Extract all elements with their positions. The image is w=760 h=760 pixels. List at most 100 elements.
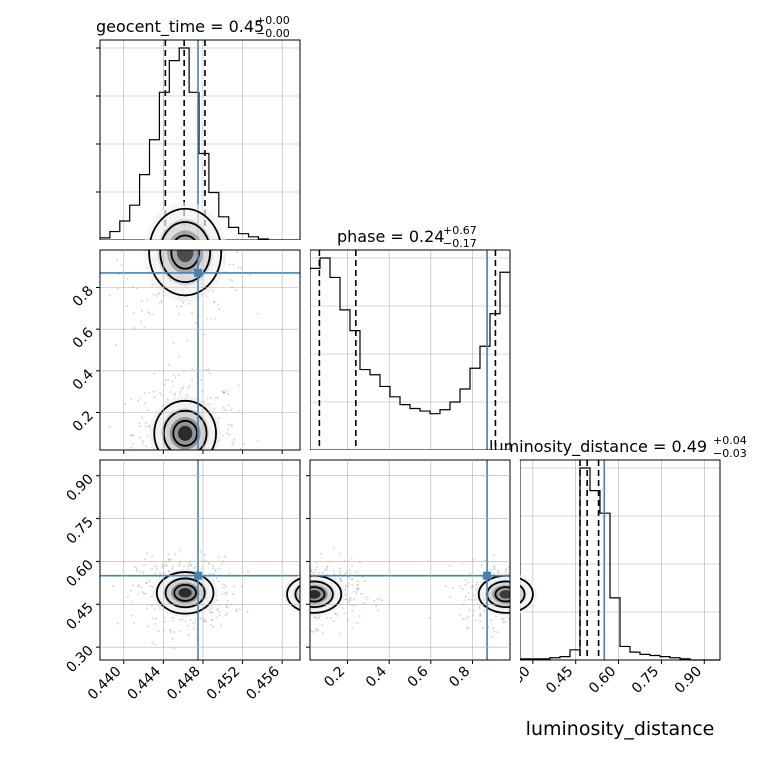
sample-point [209,623,212,626]
sample-point [355,570,358,573]
sample-point [148,312,151,315]
sample-point [132,286,135,289]
svg-text:−0.03: −0.03 [713,447,747,460]
sample-point [352,598,355,601]
sample-point [203,619,206,622]
sample-point [310,630,313,633]
panel-gap-mask [100,660,520,760]
sample-point [344,584,347,587]
sample-point [458,584,461,587]
sample-point [115,344,118,347]
sample-point [141,440,144,443]
sample-point [356,584,359,587]
sample-point [192,622,195,625]
sample-point [130,589,133,592]
sample-point [171,380,174,383]
sample-point [137,584,140,587]
sample-point [144,558,147,561]
sample-point [310,568,313,571]
sample-point [313,616,316,619]
sample-point [487,570,490,573]
sample-point [151,313,154,316]
sample-point [141,591,144,594]
contour-line [155,571,215,615]
sample-point [472,558,475,561]
sample-point [470,598,473,601]
sample-point [167,558,170,561]
density-shade [178,425,193,441]
sample-point [344,598,347,601]
sample-point [167,363,170,366]
hist-panel-geocent_time [96,39,301,244]
sample-point [346,585,349,588]
sample-point [356,589,359,592]
sample-point [148,580,151,583]
sample-point [324,568,327,571]
sample-point [171,565,174,568]
sample-point [205,295,208,298]
sample-point [464,579,467,582]
sample-point [208,608,211,611]
sample-point [151,641,154,644]
sample-point [246,610,249,613]
sample-point [203,618,206,621]
sample-point [473,598,476,601]
sample-point [130,434,133,437]
sample-point [174,392,177,395]
sample-point [215,599,218,602]
sample-point [231,279,234,282]
sample-point [153,372,156,375]
sample-point [483,609,486,612]
sample-point [186,393,189,396]
sample-point [129,434,132,437]
sample-point [232,263,235,266]
sample-point [135,569,138,572]
svg-text:−0.00: −0.00 [256,27,290,40]
sample-point [145,607,148,610]
truth-marker [194,571,203,580]
sample-point [174,553,177,556]
sample-point [149,584,152,587]
sample-point [338,572,341,575]
tick-label-x-luminosity_distance: 0.60 [586,664,619,697]
sample-point [108,294,111,297]
sample-point [180,387,183,390]
sample-point [189,564,192,567]
sample-point [187,624,190,627]
sample-point [227,606,230,609]
sample-point [126,596,129,599]
sample-point [351,578,354,581]
sample-point [321,571,324,574]
sample-point [321,623,324,626]
sample-point [180,305,183,308]
sample-point [151,585,154,588]
sample-point [231,425,234,428]
sample-point [148,391,151,394]
sample-point [153,643,156,646]
sample-point [505,569,508,572]
sample-point [208,572,211,575]
sample-point [500,617,503,620]
sample-point [225,606,228,609]
sample-point [158,302,161,305]
sample-point [171,616,174,619]
sample-point [137,399,140,402]
sample-point [206,397,209,400]
sample-point [211,564,214,567]
sample-point [140,299,143,302]
sample-point [194,565,197,568]
sample-point [376,598,379,601]
sample-point [173,394,176,397]
sample-point [461,562,464,565]
sample-point [216,396,219,399]
sample-point [479,614,482,617]
sample-point [358,615,361,618]
sample-point [462,618,465,621]
sample-point [363,580,366,583]
sample-point [502,617,505,620]
sample-point [144,421,147,424]
density-shade [178,588,192,598]
sample-point [199,617,202,620]
sample-point [378,597,381,600]
sample-point [222,392,225,395]
